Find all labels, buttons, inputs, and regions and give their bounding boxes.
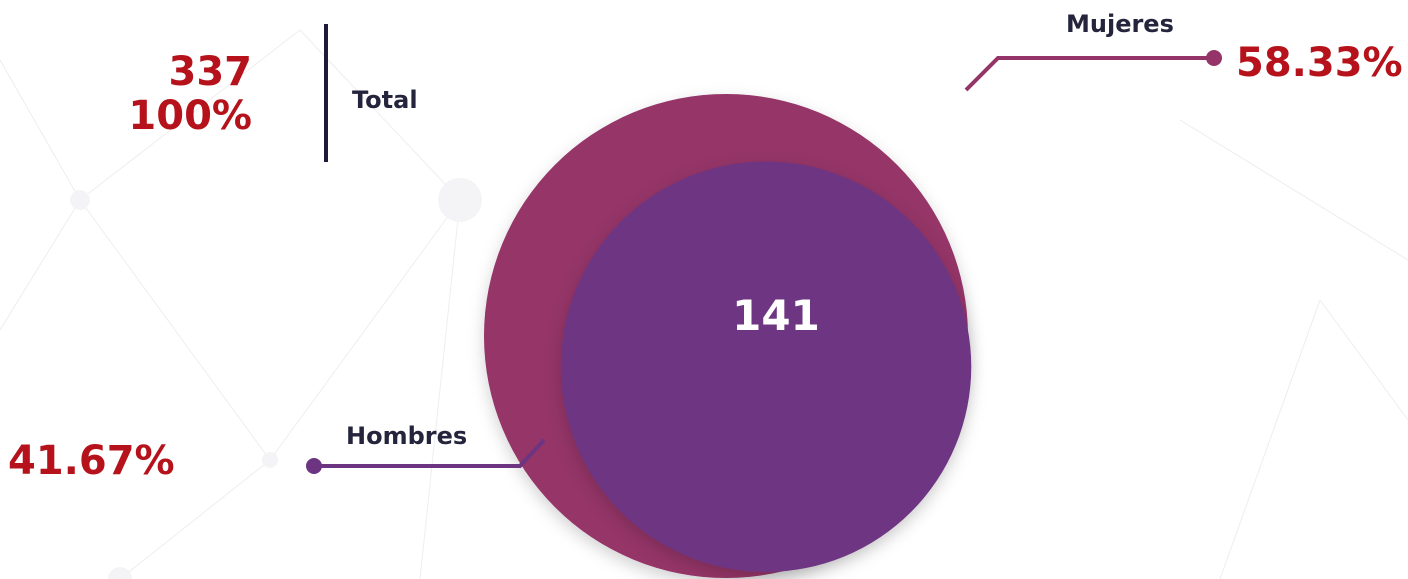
hombres-series-label: Hombres [346, 422, 468, 450]
mujeres-series-label: Mujeres [1066, 10, 1174, 38]
mujeres-leader-line [964, 56, 1214, 92]
mujeres-value-label: 196 [732, 31, 820, 80]
hombres-circle [560, 161, 972, 572]
total-divider [324, 24, 328, 162]
total-label: Total [352, 86, 418, 114]
hombres-leader-dot [306, 458, 322, 474]
hombres-percent-label: 41.67% [8, 438, 175, 484]
total-percent: 100% [128, 93, 252, 139]
hombres-leader-line [314, 438, 546, 468]
mujeres-leader-dot [1206, 50, 1222, 66]
total-value: 337 [168, 49, 253, 95]
hombres-value-label: 141 [732, 291, 820, 340]
mujeres-percent-label: 58.33% [1236, 40, 1403, 86]
